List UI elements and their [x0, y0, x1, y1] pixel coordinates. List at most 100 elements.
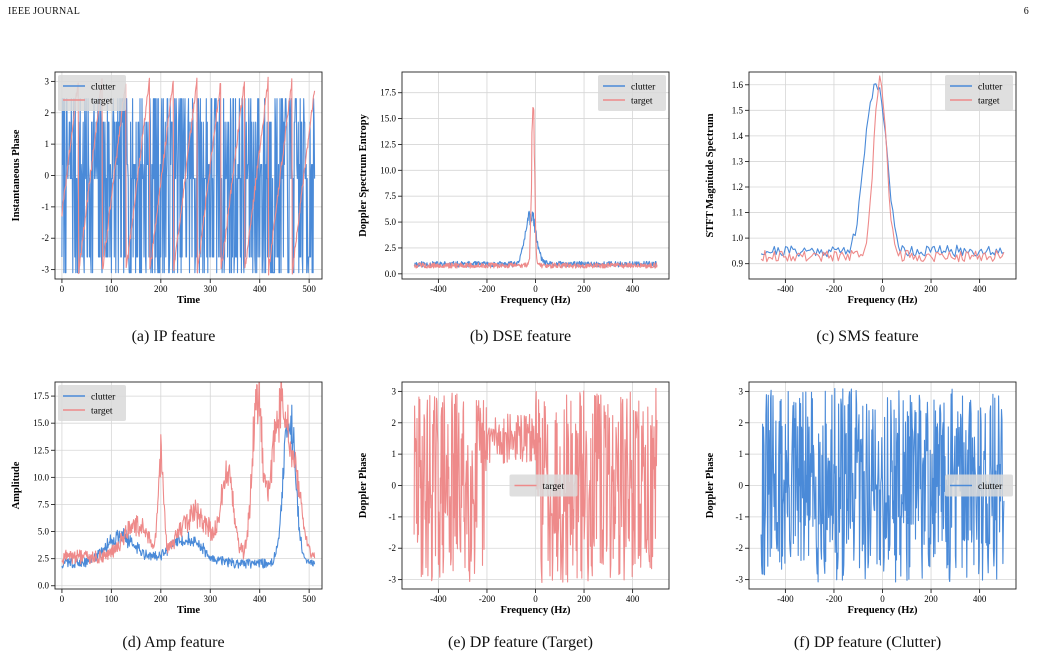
x-axis-label: Frequency (Hz): [847, 605, 918, 616]
legend-label-clutter: clutter: [978, 83, 1003, 93]
x-tick-label: -200: [479, 594, 496, 604]
y-tick-label: 7.5: [385, 191, 397, 201]
y-tick-label: 1: [45, 139, 50, 149]
y-tick-label: 1.3: [732, 156, 744, 166]
series-line-target: [760, 75, 1005, 263]
y-tick-label: 5.0: [385, 217, 397, 227]
y-axis-label: Instantaneous Phase: [11, 129, 22, 221]
x-tick-label: -400: [430, 284, 447, 294]
y-tick-label: -2: [736, 543, 744, 553]
y-axis-label: Doppler Phase: [358, 452, 369, 518]
y-tick-label: -2: [389, 543, 397, 553]
y-tick-label: 1.6: [732, 80, 744, 90]
y-tick-label: -1: [736, 512, 744, 522]
x-tick-label: -200: [826, 284, 843, 294]
x-axis-label: Frequency (Hz): [847, 295, 918, 306]
series-line-target: [414, 107, 658, 269]
y-tick-label: 0.0: [385, 269, 397, 279]
y-tick-label: 2.5: [385, 243, 397, 253]
chart-sms-feature: -400 -200 0 200 400 0.9 1.0 1.1 1.2 1.3 1.4 1.5 1.6 F…: [705, 71, 1017, 306]
y-tick-label: 17.5: [380, 88, 396, 98]
y-tick-label: 10.0: [380, 165, 396, 175]
x-tick-label: 0: [880, 284, 885, 294]
chart-ip-feature: 0 100 200 300 400 500 -3 -2 -1 0 1 2 3 Time Instantane…: [11, 71, 323, 306]
y-tick-label: -1: [389, 512, 397, 522]
y-tick-label: 1.2: [732, 182, 743, 192]
figure-panel-f: -400 -200 0 200 400 -3 -2 -1 0 1 2 3 Frequency (Hz) D…: [694, 372, 1041, 662]
x-tick-label: 400: [626, 284, 640, 294]
y-tick-label: 2: [739, 418, 744, 428]
series-line-clutter: [760, 388, 1005, 583]
y-tick-label: 1.5: [732, 105, 744, 115]
y-tick-label: 2.5: [38, 554, 50, 564]
legend: target: [509, 474, 578, 497]
y-tick-label: 12.5: [380, 139, 396, 149]
series-line-target: [61, 76, 316, 276]
y-tick-label: 2: [392, 418, 397, 428]
x-tick-label: 300: [204, 284, 218, 294]
x-tick-label: 200: [577, 284, 591, 294]
x-tick-label: 400: [973, 284, 987, 294]
y-tick-label: 1: [739, 449, 744, 459]
legend-label-clutter: clutter: [91, 83, 116, 93]
y-axis-label: STFT Magnitude Spectrum: [705, 113, 716, 237]
legend-label-target: target: [91, 97, 113, 107]
x-tick-label: 200: [577, 594, 591, 604]
x-tick-label: 0: [880, 594, 885, 604]
x-tick-label: 200: [154, 594, 168, 604]
caption-sms-feature: (c) SMS feature: [816, 328, 919, 345]
legend-box: [58, 385, 126, 421]
y-axis-label: Doppler Spectrum Entropy: [358, 113, 369, 236]
y-tick-label: -1: [42, 202, 50, 212]
y-tick-label: 1.0: [732, 233, 744, 243]
y-tick-label: 17.5: [33, 391, 49, 401]
x-axis-label: Time: [177, 605, 200, 616]
x-tick-label: -400: [777, 284, 794, 294]
x-tick-label: 400: [253, 594, 267, 604]
legend-box: [945, 75, 1013, 111]
y-tick-label: 1: [392, 449, 397, 459]
y-tick-label: 0: [739, 481, 744, 491]
y-tick-label: 12.5: [33, 445, 49, 455]
figure-panel-a: 0 100 200 300 400 500 -3 -2 -1 0 1 2 3 Time Instantane…: [0, 62, 347, 358]
caption-dp-target: (e) DP feature (Target): [447, 634, 594, 651]
y-tick-label: 7.5: [38, 499, 50, 509]
caption-dse-feature: (b) DSE feature: [469, 328, 572, 345]
legend-label-target: target: [91, 407, 113, 417]
y-tick-label: -2: [42, 233, 50, 243]
x-tick-label: 200: [154, 284, 168, 294]
x-tick-label: -400: [777, 594, 794, 604]
x-tick-label: 100: [105, 594, 119, 604]
plot-frame: [54, 381, 323, 590]
chart-amp-feature: 0 100 200 300 400 500 0.0 2.5 5.0 7.5 10.0 12.5 15.0…: [11, 381, 323, 616]
x-tick-label: -200: [826, 594, 843, 604]
y-tick-label: 0.0: [38, 581, 50, 591]
x-tick-label: 0: [533, 284, 538, 294]
x-tick-label: -400: [430, 594, 447, 604]
y-tick-label: 2: [45, 108, 50, 118]
y-tick-label: 0.9: [732, 259, 744, 269]
x-tick-label: 400: [253, 284, 267, 294]
y-tick-label: 3: [392, 386, 397, 396]
y-tick-label: 5.0: [38, 527, 50, 537]
chart-dse-feature: -400 -200 0 200 400 0.0 2.5 5.0 7.5 10.0 12.5 15.0 1…: [358, 71, 670, 306]
figure-panel-d: 0 100 200 300 400 500 0.0 2.5 5.0 7.5 10.0 12.5 15.0…: [0, 372, 347, 662]
x-tick-label: 0: [533, 594, 538, 604]
x-axis-label: Frequency (Hz): [500, 295, 571, 306]
legend-label-target: target: [631, 97, 653, 107]
figure-panel-b: -400 -200 0 200 400 0.0 2.5 5.0 7.5 10.0 12.5 15.0 1…: [347, 62, 694, 358]
legend-box: [58, 75, 126, 111]
y-axis-label: Amplitude: [11, 461, 22, 509]
legend-box: [509, 474, 578, 497]
x-tick-label: 0: [60, 284, 65, 294]
y-tick-label: 3: [45, 76, 50, 86]
y-axis-label: Doppler Phase: [705, 452, 716, 518]
y-tick-label: 10.0: [33, 472, 49, 482]
legend-label-clutter: clutter: [91, 393, 116, 403]
y-tick-label: 0: [45, 171, 50, 181]
figure-panel-c: -400 -200 0 200 400 0.9 1.0 1.1 1.2 1.3 1.4 1.5 1.6 F…: [694, 62, 1041, 358]
legend-box: [945, 474, 1013, 497]
legend: clutter target: [58, 75, 126, 111]
y-tick-label: 15.0: [33, 418, 49, 428]
x-tick-label: 200: [924, 284, 938, 294]
